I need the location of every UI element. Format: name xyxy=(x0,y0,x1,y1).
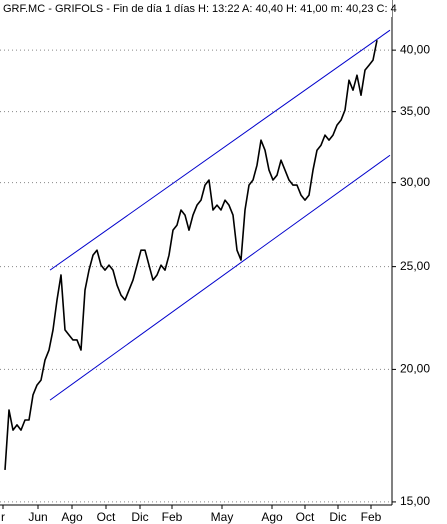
y-tick-label: 35,00 xyxy=(400,104,430,118)
x-tick-label: Ago xyxy=(261,510,283,524)
x-tick-label: Jun xyxy=(28,510,47,524)
y-tick-label: 25,00 xyxy=(400,259,430,273)
x-tick-label: Dic xyxy=(329,510,346,524)
y-tick-label: 30,00 xyxy=(400,175,430,189)
x-tick-label: May xyxy=(211,510,234,524)
x-tick-label: Oct xyxy=(97,510,116,524)
x-tick-label: Dic xyxy=(131,510,148,524)
y-tick-label: 40,00 xyxy=(400,42,430,56)
header-bg xyxy=(0,0,392,17)
y-tick-label: 20,00 xyxy=(400,362,430,376)
plot xyxy=(0,29,392,503)
trend-line xyxy=(49,154,391,401)
y-tick-label: 15,00 xyxy=(400,494,430,508)
x-tick-label: Ago xyxy=(61,510,83,524)
chart-title: GRF.MC - GRIFOLS - Fin de día 1 días H: … xyxy=(3,3,397,15)
x-tick-label: Oct xyxy=(296,510,315,524)
x-tick-label: r xyxy=(1,510,5,524)
price-line xyxy=(4,40,378,470)
trend-line xyxy=(49,29,391,271)
x-tick-label: Feb xyxy=(361,510,382,524)
x-tick-label: Feb xyxy=(162,510,183,524)
